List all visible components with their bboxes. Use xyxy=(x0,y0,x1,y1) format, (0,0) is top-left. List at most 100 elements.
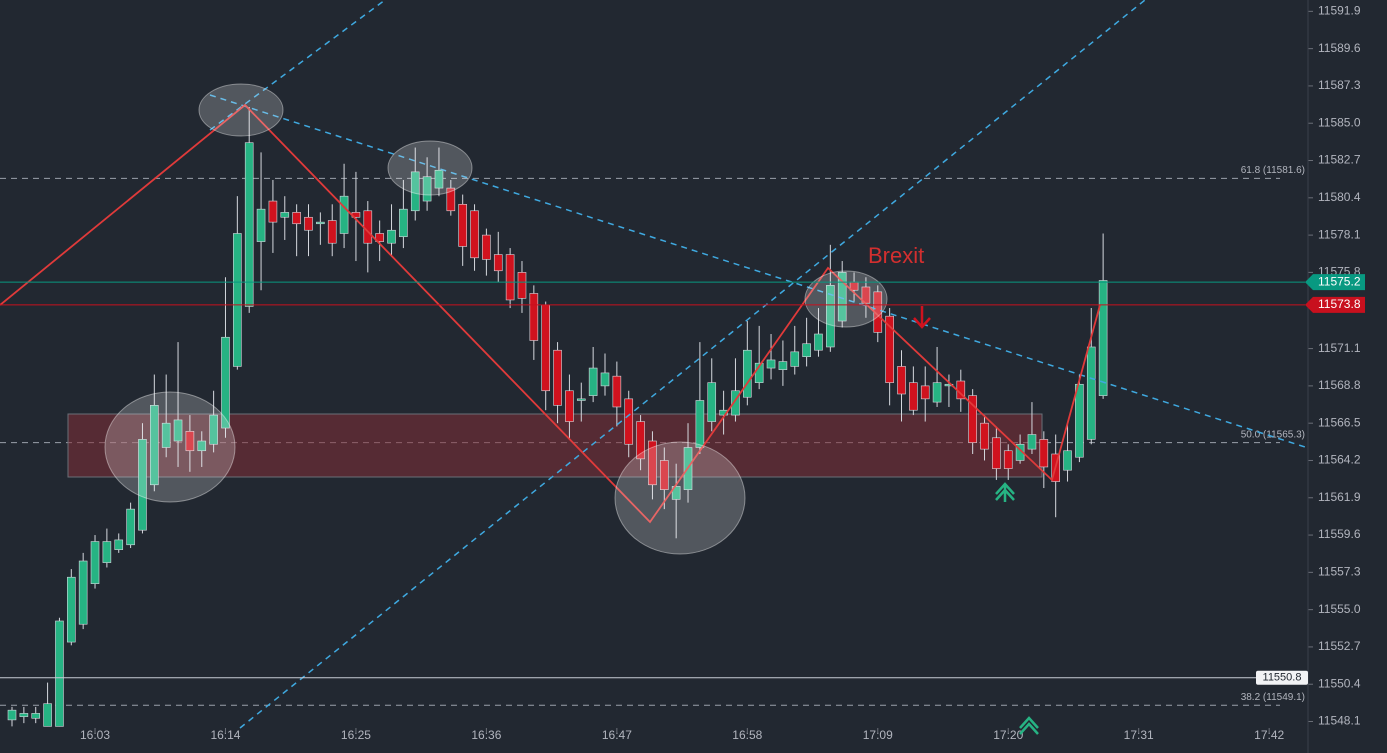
y-tick-label: 11559.6 xyxy=(1318,527,1361,541)
candle-body xyxy=(268,200,278,223)
candle-body xyxy=(743,349,752,398)
y-tick-label: 11582.7 xyxy=(1318,153,1361,167)
highlight xyxy=(804,270,888,328)
candle-body xyxy=(256,208,266,242)
candle-body xyxy=(588,367,598,396)
x-tick-label: 17:42 xyxy=(1254,728,1284,742)
price-tag xyxy=(1305,296,1365,313)
highlight xyxy=(198,83,284,137)
y-tick-label: 11566.5 xyxy=(1318,415,1361,429)
candle-body xyxy=(1086,346,1096,440)
candle-body xyxy=(968,395,977,443)
trend-line xyxy=(209,94,1306,448)
down-arrow xyxy=(913,306,931,329)
candle-body xyxy=(826,285,835,348)
highlight xyxy=(614,441,746,555)
candle-body xyxy=(707,382,717,422)
candle-body xyxy=(422,176,432,202)
candle-body xyxy=(339,195,349,234)
candles xyxy=(7,107,1108,727)
y-tick-label: 11587.3 xyxy=(1318,78,1361,92)
candle-body xyxy=(446,187,456,212)
candle-body xyxy=(493,254,503,272)
candle-body xyxy=(292,212,301,225)
candle-body xyxy=(316,221,325,225)
x-tick-label: 16:36 xyxy=(471,728,501,742)
candle-body xyxy=(932,382,942,403)
x-tick-label: 17:31 xyxy=(1124,728,1154,742)
candle-body xyxy=(1063,450,1072,471)
y-tick-label: 11571.1 xyxy=(1318,341,1361,355)
candle-body xyxy=(671,486,681,500)
candle-body xyxy=(600,372,610,387)
x-tick-label: 16:25 xyxy=(341,728,371,742)
candle-body xyxy=(992,437,1001,469)
candle-body xyxy=(102,541,112,563)
candle-body xyxy=(410,171,420,212)
candle-body xyxy=(233,233,242,367)
candle-body xyxy=(126,508,135,546)
candle-body xyxy=(482,234,491,260)
candle-body xyxy=(790,351,800,367)
zigzag xyxy=(0,103,1101,524)
x-tick-label: 17:09 xyxy=(863,728,893,742)
candle-body xyxy=(458,203,467,247)
candle-body xyxy=(778,361,788,370)
candle-body xyxy=(1075,383,1084,458)
candle-body xyxy=(244,142,254,307)
candle-body xyxy=(375,233,384,242)
candle-body xyxy=(885,315,894,383)
candle-body xyxy=(612,375,622,408)
candle-body xyxy=(399,208,408,238)
candle-body xyxy=(802,343,811,358)
price-tag xyxy=(1305,274,1365,291)
candle-body xyxy=(897,366,906,395)
candle-body xyxy=(114,539,124,550)
candle-body xyxy=(837,272,847,322)
y-tick-label: 11568.8 xyxy=(1318,378,1361,392)
candle-body xyxy=(1027,434,1037,450)
candle-body xyxy=(576,398,586,401)
candle-body xyxy=(553,349,562,406)
candle-body xyxy=(185,430,195,452)
highlight xyxy=(104,391,236,503)
highlight xyxy=(387,140,473,196)
fib-label: 61.8 (11581.6) xyxy=(1241,165,1305,176)
candle-body xyxy=(659,460,669,490)
y-tick-label: 11589.6 xyxy=(1318,41,1361,55)
candle-body xyxy=(327,220,337,244)
y-tick-label: 11550.4 xyxy=(1318,676,1361,690)
y-tick-label: 11552.7 xyxy=(1318,639,1361,653)
candle-body xyxy=(1039,439,1049,468)
x-tick-label: 16:14 xyxy=(210,728,240,742)
candle-body xyxy=(90,541,100,584)
candle-body xyxy=(766,359,776,369)
candle-body xyxy=(7,709,17,721)
x-tick-label: 16:58 xyxy=(732,728,762,742)
candle-body xyxy=(909,382,918,411)
candle-body xyxy=(67,576,76,643)
candle-body xyxy=(138,439,147,531)
candle-body xyxy=(636,421,645,460)
candle-body xyxy=(197,440,207,452)
candle-body xyxy=(1003,450,1013,469)
candle-body xyxy=(209,414,218,445)
price-tag-label: 11573.8 xyxy=(1318,297,1361,311)
candle-body xyxy=(150,405,159,486)
trend-line xyxy=(209,0,386,131)
candle-body xyxy=(55,620,64,727)
up-arrow xyxy=(995,482,1015,502)
candle-body xyxy=(470,210,479,259)
overlay: 11575.2 11573.8 11550.8 xyxy=(0,274,1365,685)
fib-label: 50.0 (11565.3) xyxy=(1241,429,1305,440)
candle-body xyxy=(517,272,527,299)
candle-body xyxy=(161,422,171,448)
candle-body xyxy=(31,713,41,719)
candle-body xyxy=(505,254,515,301)
candle-body xyxy=(304,216,313,231)
candle-body xyxy=(541,304,551,392)
candle-body xyxy=(363,210,373,244)
